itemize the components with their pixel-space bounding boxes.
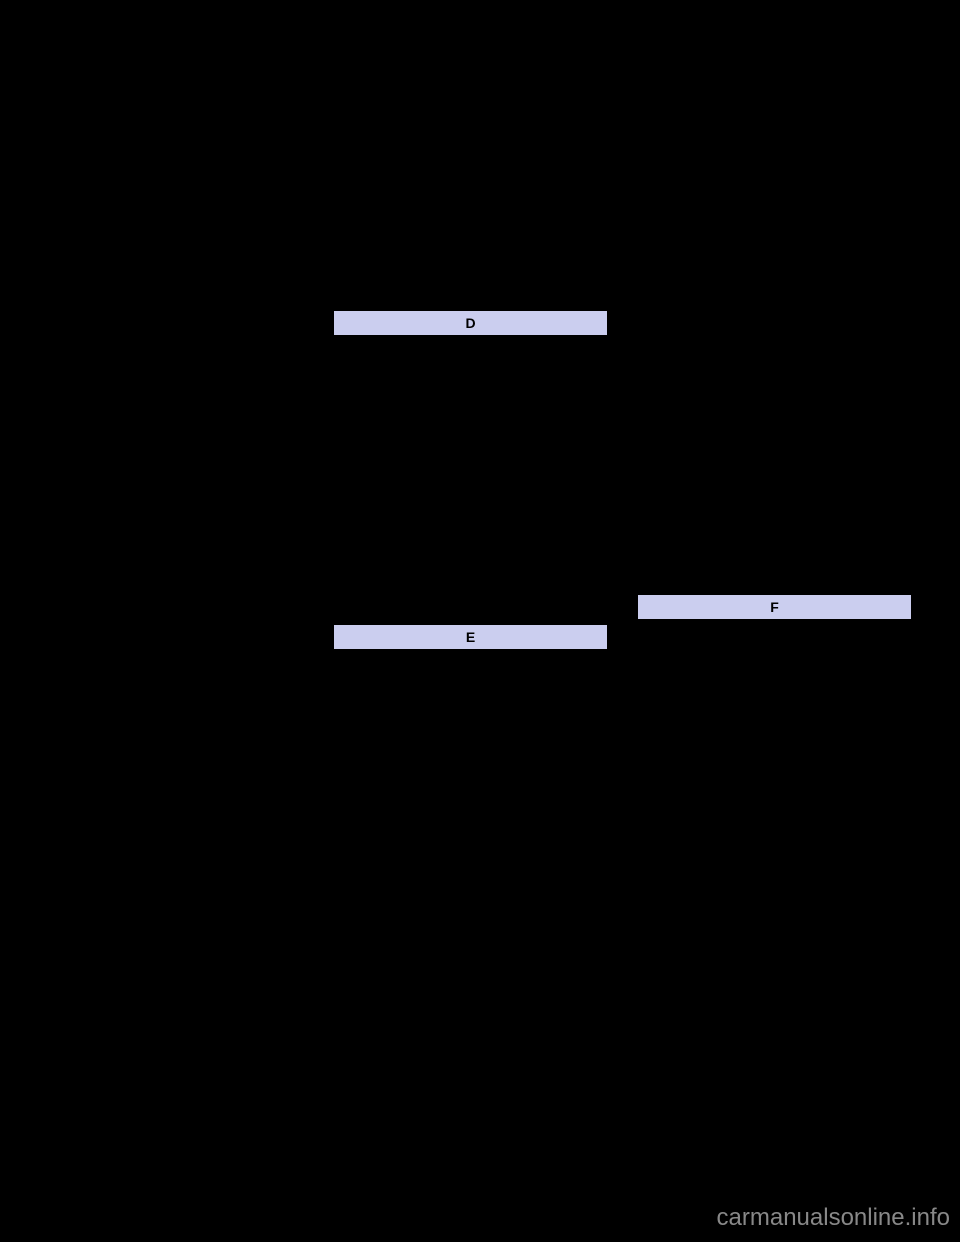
section-label-f: F <box>638 595 911 619</box>
watermark-text: carmanualsonline.info <box>717 1204 950 1232</box>
section-label-e: E <box>334 625 607 649</box>
section-label-d: D <box>334 311 607 335</box>
